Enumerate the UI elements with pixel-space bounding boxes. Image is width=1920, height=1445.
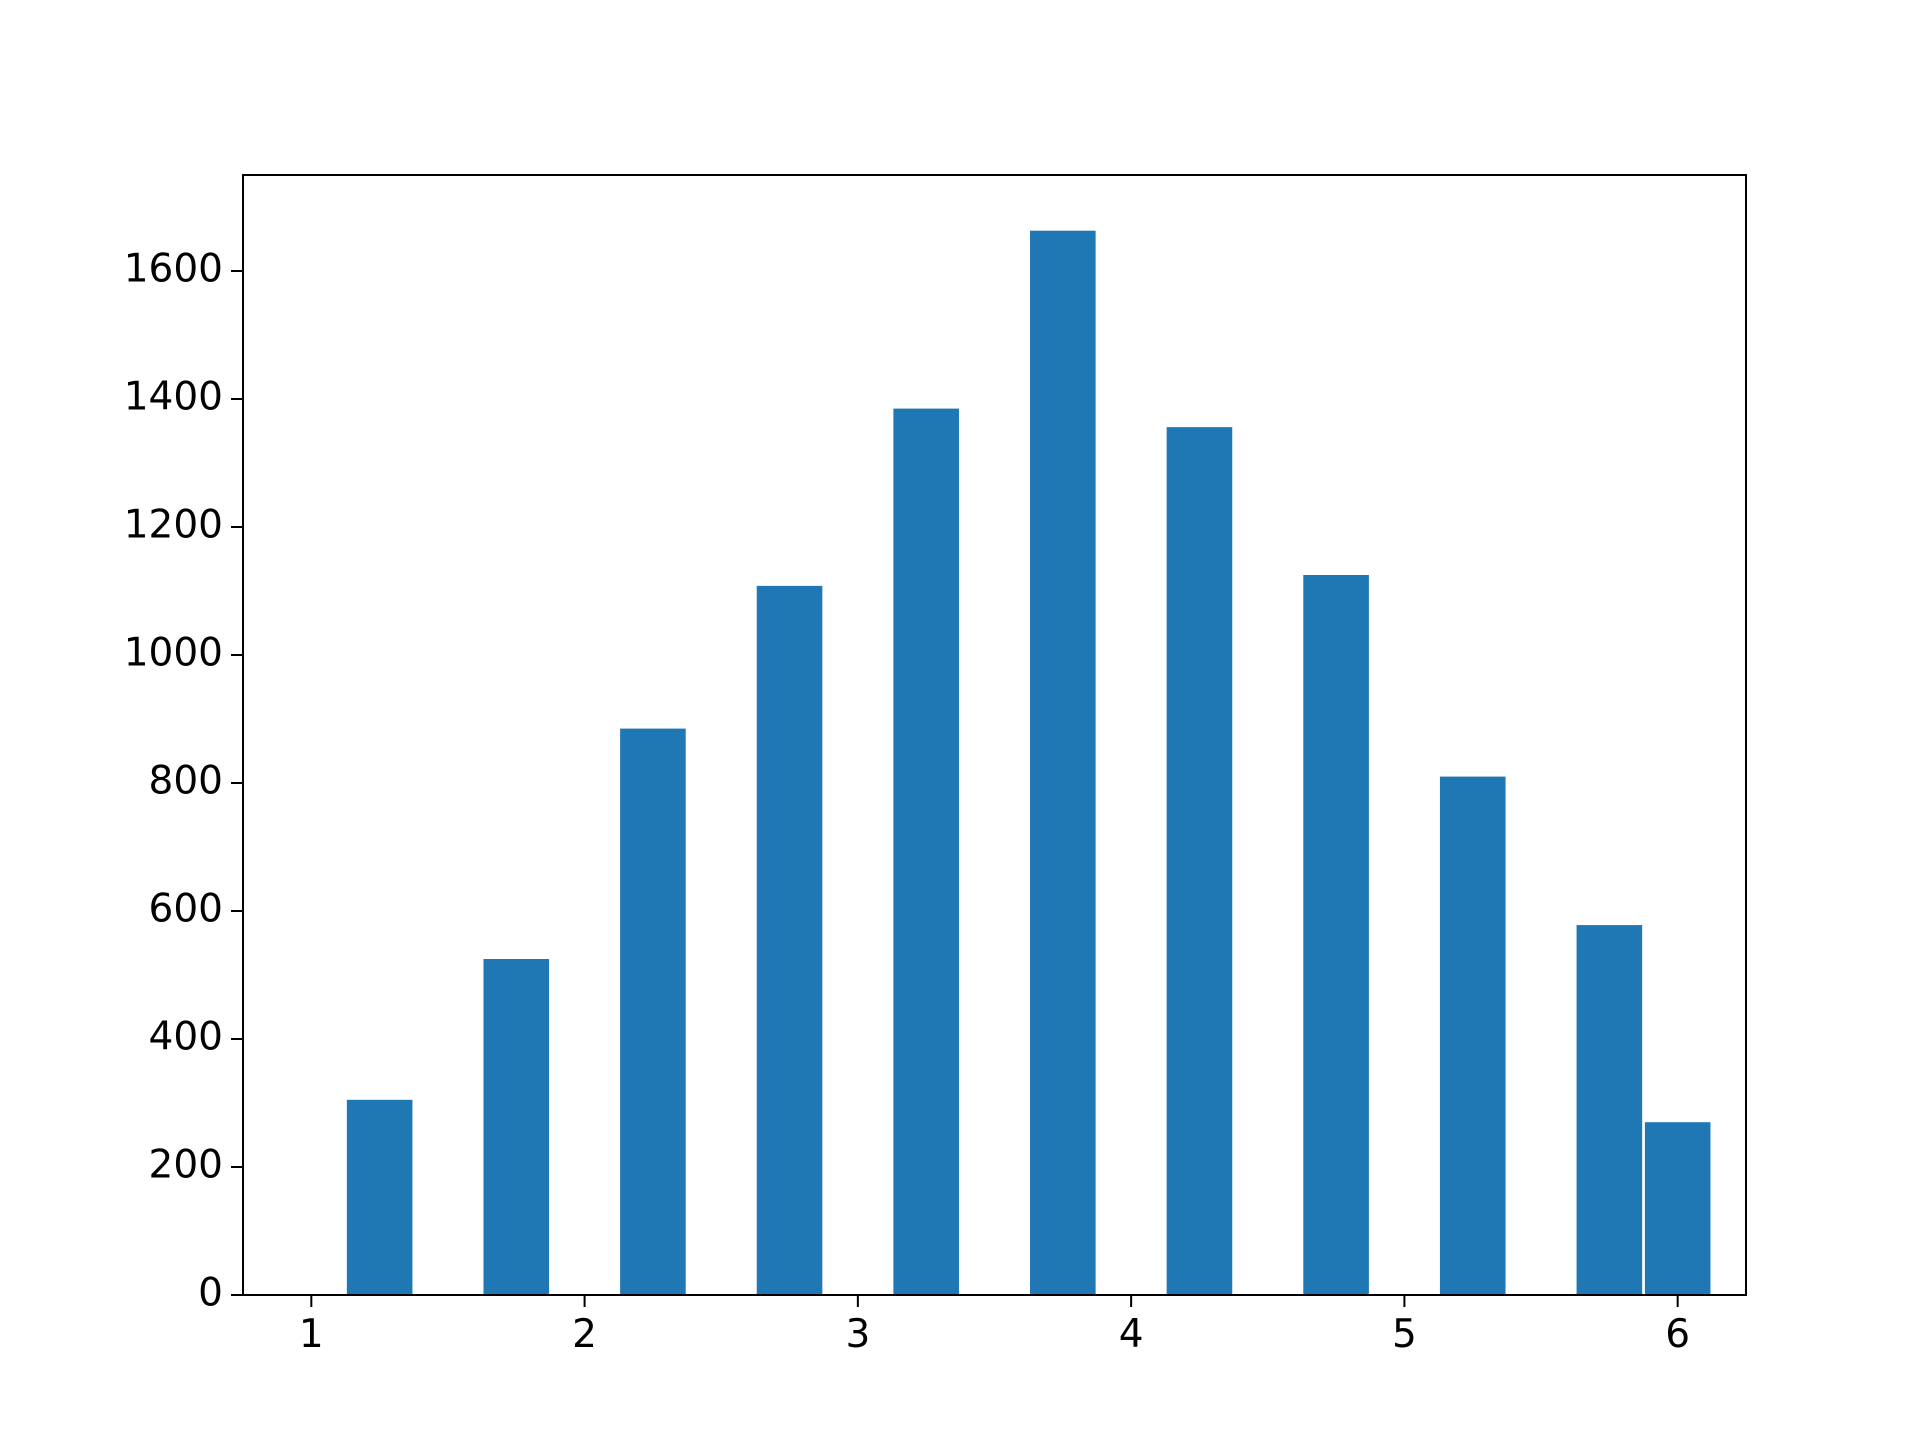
y-tick-label: 800	[149, 759, 223, 804]
plot-frame	[242, 174, 1747, 1296]
y-tick-label: 200	[149, 1143, 223, 1188]
bar-4	[756, 585, 823, 1295]
bar-10	[1576, 925, 1643, 1295]
y-tick-label: 1400	[124, 375, 223, 420]
y-tick-label: 1200	[124, 503, 223, 548]
bar-3	[620, 728, 686, 1295]
bars-group	[346, 230, 1711, 1296]
bar-7	[1166, 427, 1233, 1295]
x-axis-ticks: 1 2 3 4 5 6	[299, 1295, 1690, 1357]
bar-11	[1644, 1122, 1711, 1295]
y-tick-label: 0	[198, 1271, 223, 1316]
bar-2	[483, 959, 550, 1295]
bar-8	[1303, 575, 1369, 1295]
y-tick-label: 400	[149, 1015, 223, 1060]
y-tick-label: 600	[149, 887, 223, 932]
x-tick-label: 2	[572, 1312, 597, 1357]
y-tick-label: 1600	[124, 247, 223, 292]
x-tick-label: 4	[1119, 1312, 1144, 1357]
y-axis-ticks: 0 200 400 600 800 1000 1200 1400 1600	[124, 247, 243, 1316]
y-tick-label: 1000	[124, 631, 223, 676]
bar-9	[1439, 776, 1506, 1295]
x-tick-label: 1	[299, 1312, 324, 1357]
x-tick-label: 3	[845, 1312, 870, 1357]
bar-1	[346, 1099, 413, 1295]
x-tick-label: 5	[1392, 1312, 1417, 1357]
x-tick-label: 6	[1665, 1312, 1690, 1357]
bar-5	[893, 408, 959, 1296]
bar-6	[1030, 230, 1096, 1296]
